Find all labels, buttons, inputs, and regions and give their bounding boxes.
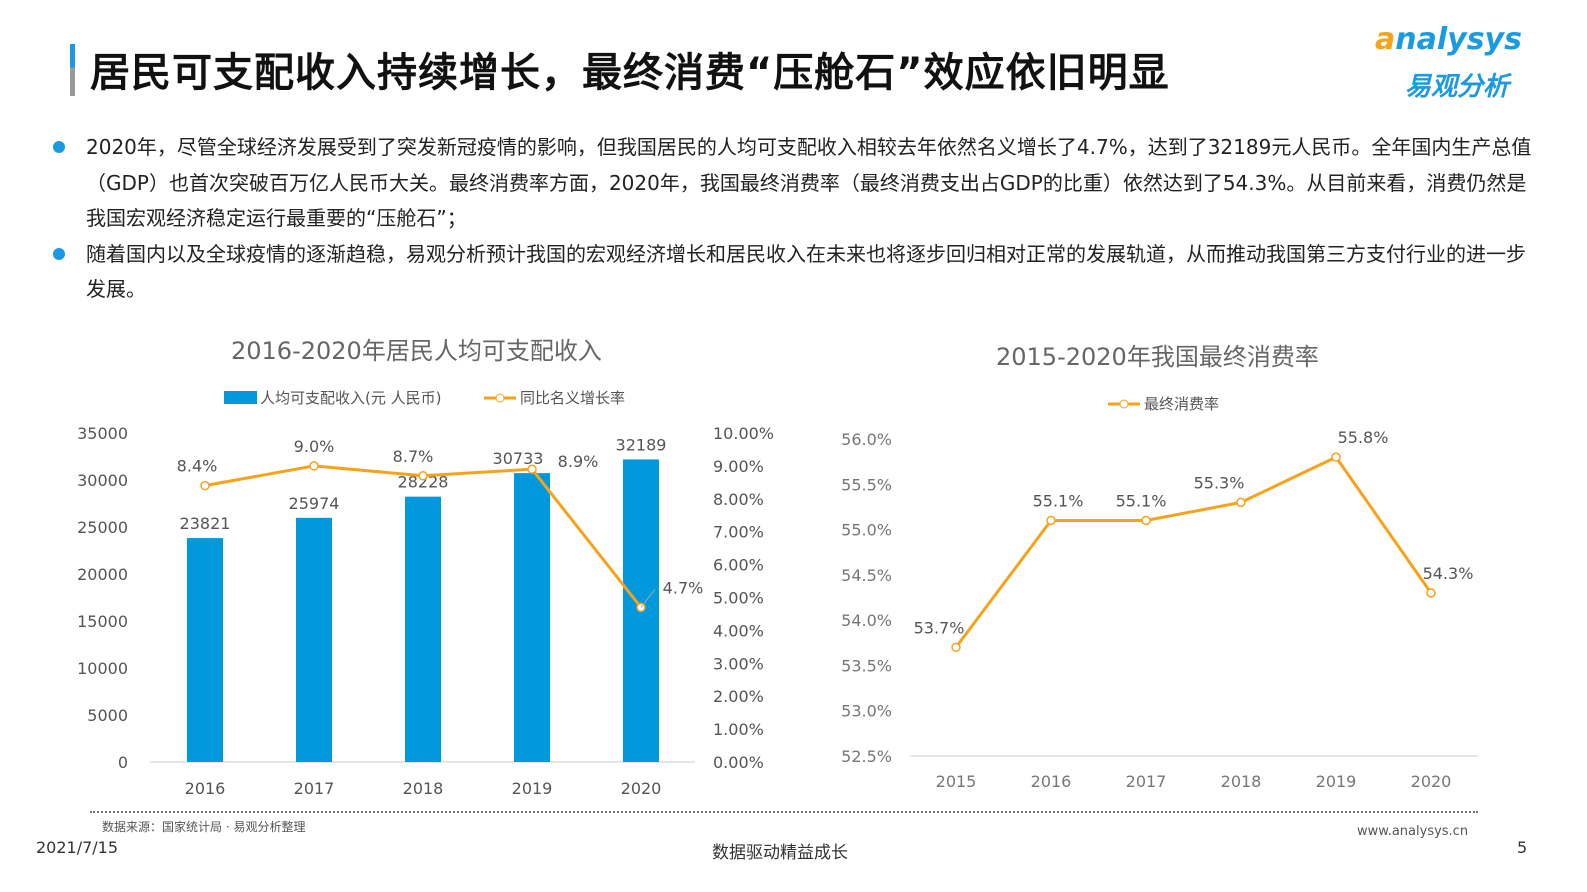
growth-rate-point bbox=[200, 480, 210, 491]
website-link[interactable]: www.analysys.cn bbox=[1357, 824, 1469, 839]
right-axis-tick: 1.00% bbox=[713, 720, 764, 739]
line-data-label: 55.3% bbox=[1194, 473, 1245, 492]
bullet-dot-icon bbox=[53, 247, 65, 260]
right-axis-tick: 6.00% bbox=[713, 556, 764, 575]
logo-cn: 易观分析 bbox=[1405, 72, 1510, 102]
x-axis-tick: 2019 bbox=[1316, 772, 1357, 791]
bullet-text: 随着国内以及全球疫情的逐渐趋稳，易观分析预计我国的宏观经济增长和居民收入在未来也… bbox=[86, 241, 1526, 302]
bar-data-label: 32189 bbox=[616, 435, 667, 454]
line-data-label: 8.7% bbox=[393, 447, 434, 466]
consumption-rate-point bbox=[1426, 588, 1436, 598]
bar-data-label: 30733 bbox=[493, 449, 544, 468]
legend-line-marker bbox=[495, 393, 505, 403]
y-axis-tick: 55.5% bbox=[841, 475, 892, 494]
right-axis-tick: 10.00% bbox=[713, 424, 774, 443]
bullet-item: 2020年，尽管全球经济发展受到了突发新冠疫情的影响，但我国居民的人均可支配收入… bbox=[50, 130, 1540, 237]
right-axis-tick: 2.00% bbox=[713, 687, 764, 706]
x-axis-tick: 2018 bbox=[1221, 772, 1262, 791]
income-bar bbox=[405, 496, 441, 762]
left-axis-tick: 15000 bbox=[77, 612, 128, 631]
left-axis-tick: 20000 bbox=[77, 565, 128, 584]
growth-rate-point bbox=[527, 464, 537, 474]
slogan: 数据驱动精益成长 bbox=[712, 843, 848, 863]
legend-line-label: 最终消费率 bbox=[1144, 395, 1219, 413]
x-axis-tick: 2020 bbox=[1411, 772, 1452, 791]
right-axis-tick: 3.00% bbox=[713, 654, 764, 673]
income-bar bbox=[296, 517, 332, 762]
line-data-label: 9.0% bbox=[294, 437, 335, 456]
y-axis-tick: 56.0% bbox=[841, 430, 892, 449]
line-data-label: 54.3% bbox=[1423, 564, 1474, 583]
date: 2021/7/15 bbox=[36, 838, 119, 857]
line-data-label: 55.1% bbox=[1033, 492, 1084, 511]
bullet-list: 2020年，尽管全球经济发展受到了突发新冠疫情的影响，但我国居民的人均可支配收入… bbox=[50, 130, 1540, 308]
income-bar bbox=[187, 538, 223, 762]
consumption-rate-point bbox=[951, 642, 961, 653]
line-data-label: 4.7% bbox=[663, 578, 704, 597]
bullet-text: 2020年，尽管全球经济发展受到了突发新冠疫情的影响，但我国居民的人均可支配收入… bbox=[86, 135, 1532, 230]
right-axis-tick: 4.00% bbox=[713, 621, 764, 640]
left-axis-tick: 5000 bbox=[87, 706, 128, 725]
line-data-label: 8.9% bbox=[558, 452, 599, 471]
growth-rate-point bbox=[418, 471, 428, 481]
right-axis-tick: 0.00% bbox=[713, 753, 764, 772]
left-axis-tick: 25000 bbox=[77, 518, 128, 537]
line-data-label: 8.4% bbox=[177, 457, 218, 476]
consumption-rate-line bbox=[954, 455, 1433, 649]
growth-rate-point bbox=[309, 461, 319, 471]
x-axis-tick: 2017 bbox=[294, 779, 335, 798]
bar-data-label: 23821 bbox=[180, 514, 231, 533]
right-axis-tick: 7.00% bbox=[713, 523, 764, 542]
legend-line-marker bbox=[1119, 399, 1129, 409]
left-axis-tick: 35000 bbox=[77, 424, 128, 443]
y-axis-tick: 54.5% bbox=[841, 566, 892, 585]
left-axis-tick: 0 bbox=[118, 753, 128, 772]
consumption-rate-point bbox=[1046, 515, 1056, 526]
logo-en: analysys bbox=[1375, 22, 1522, 57]
y-axis-tick: 53.5% bbox=[841, 656, 892, 675]
data-source: 数据来源：国家统计局 · 易观分析整理 bbox=[102, 820, 306, 834]
bar-data-label: 28228 bbox=[398, 473, 449, 492]
left-axis-tick: 10000 bbox=[77, 659, 128, 678]
x-axis-tick: 2019 bbox=[512, 779, 553, 798]
x-axis-tick: 2016 bbox=[185, 779, 226, 798]
income-bar bbox=[514, 473, 550, 762]
bar-data-label: 25974 bbox=[289, 494, 340, 513]
y-axis-tick: 54.0% bbox=[841, 611, 892, 630]
page-title: 居民可支配收入持续增长，最终消费“压舱石”效应依旧明显 bbox=[90, 50, 1170, 96]
bullet-item: 随着国内以及全球疫情的逐渐趋稳，易观分析预计我国的宏观经济增长和居民收入在未来也… bbox=[50, 237, 1540, 308]
consumption-rate-point bbox=[1331, 452, 1341, 462]
x-axis-tick: 2017 bbox=[1126, 772, 1167, 791]
x-axis-tick: 2018 bbox=[403, 779, 444, 798]
page-number: 5 bbox=[1517, 838, 1528, 857]
chart2-title: 2015-2020年我国最终消费率 bbox=[996, 343, 1319, 371]
line-data-label: 55.8% bbox=[1338, 428, 1389, 447]
leader-line bbox=[640, 589, 656, 608]
x-axis-tick: 2016 bbox=[1031, 772, 1072, 791]
x-axis-tick: 2020 bbox=[621, 779, 662, 798]
line-data-label: 55.1% bbox=[1116, 492, 1167, 511]
consumption-rate-point bbox=[1141, 515, 1151, 526]
legend-line-label: 同比名义增长率 bbox=[520, 389, 625, 407]
title-accent-bar bbox=[70, 44, 75, 96]
chart1-title: 2016-2020年居民人均可支配收入 bbox=[231, 337, 602, 365]
right-axis-tick: 9.00% bbox=[713, 457, 764, 476]
right-axis-tick: 5.00% bbox=[713, 589, 764, 608]
line-data-label: 53.7% bbox=[914, 618, 965, 637]
legend-bar-swatch bbox=[224, 391, 257, 404]
bullet-dot-icon bbox=[53, 141, 65, 153]
legend-bar-label: 人均可支配收入(元 人民币) bbox=[260, 389, 441, 407]
y-axis-tick: 52.5% bbox=[841, 747, 892, 766]
y-axis-tick: 53.0% bbox=[841, 702, 892, 721]
footer-divider bbox=[90, 811, 1478, 813]
y-axis-tick: 55.0% bbox=[841, 521, 892, 540]
consumption-rate-point bbox=[1236, 497, 1246, 508]
left-axis-tick: 30000 bbox=[77, 471, 128, 490]
right-axis-tick: 8.00% bbox=[713, 490, 764, 509]
analysys-logo: analysys 易观分析 bbox=[1375, 22, 1535, 102]
x-axis-tick: 2015 bbox=[936, 772, 977, 791]
